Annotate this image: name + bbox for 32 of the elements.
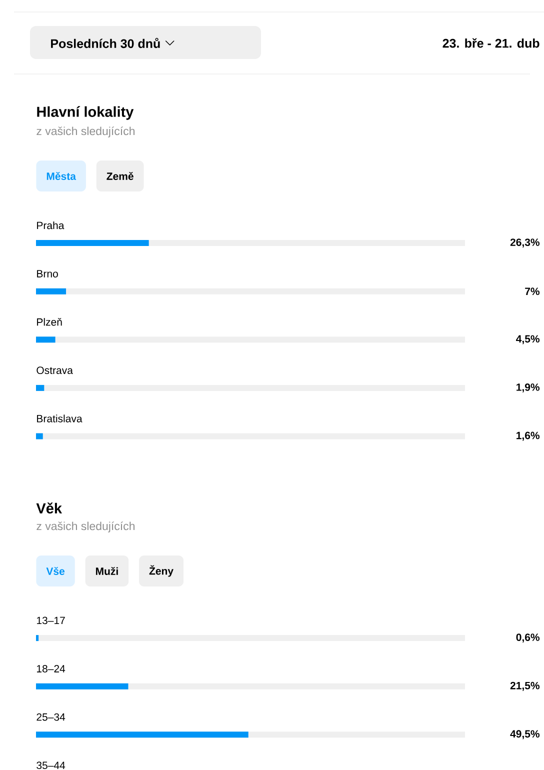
chart-title: Věk [36,502,62,514]
bar [36,433,43,440]
y-tick-label: 13–17 [37,616,65,624]
data-label: 0,6% [516,634,540,643]
text: Země [106,172,134,180]
data-label: 4,5% [516,335,540,344]
data-label: 7% [525,288,540,296]
y-tick-label: 18–24 [37,665,66,672]
data-label: 1,6% [516,432,540,441]
text: Ženy [149,565,174,577]
text: Muži [96,567,118,575]
data-label: 26,3% [510,238,540,248]
bar [36,384,44,391]
y-tick-label: Brno [37,270,58,278]
y-tick-label: 25–34 [36,713,66,721]
bar [36,288,66,294]
text: Posledních 30 dnů [51,38,160,48]
y-tick-label: 35–44 [36,762,66,770]
y-tick-label: Ostrava [36,366,73,374]
bar [36,336,56,343]
y-tick-label: Bratislava [37,414,82,422]
chart-subtitle: z vašich sledujících [36,126,134,138]
data-label: 21,5% [510,682,540,691]
y-tick-label: Plzeň [37,318,62,326]
text: Vše [46,567,65,575]
data-label: 49,5% [510,730,540,740]
chart-title: Hlavní lokality [37,106,134,120]
chart-subtitle: z vašich sledujících [36,522,134,532]
text: 23. bře - 21. dub [442,38,540,48]
data-label: 1,9% [516,383,540,392]
y-tick-label: Praha [37,221,64,230]
text: Města [46,172,76,180]
